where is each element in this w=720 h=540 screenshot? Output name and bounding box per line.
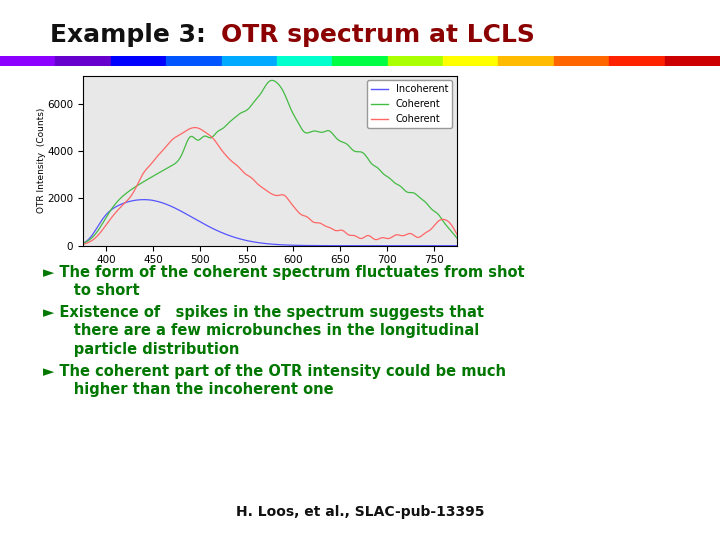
Text: ► Existence of   spikes in the spectrum suggests that: ► Existence of spikes in the spectrum su…	[43, 305, 484, 320]
Bar	[609, 56, 665, 66]
Bar	[665, 56, 720, 66]
Bar	[111, 56, 166, 66]
Bar	[55, 56, 111, 66]
Text: there are a few microbunches in the longitudinal: there are a few microbunches in the long…	[43, 323, 480, 339]
Text: to short: to short	[43, 283, 140, 298]
Bar	[222, 56, 277, 66]
Text: OTR spectrum at LCLS: OTR spectrum at LCLS	[221, 23, 535, 47]
Y-axis label: OTR Intensity  (Counts): OTR Intensity (Counts)	[37, 108, 45, 213]
Legend: Incoherent, Coherent, Coherent: Incoherent, Coherent, Coherent	[366, 80, 452, 128]
Text: higher than the incoherent one: higher than the incoherent one	[43, 382, 334, 397]
Bar	[166, 56, 222, 66]
Bar	[333, 56, 387, 66]
Text: Example 3:: Example 3:	[50, 23, 215, 47]
Text: ► The coherent part of the OTR intensity could be much: ► The coherent part of the OTR intensity…	[43, 364, 506, 379]
Bar	[0, 56, 55, 66]
Bar	[554, 56, 609, 66]
Bar	[443, 56, 498, 66]
Text: particle distribution: particle distribution	[43, 342, 240, 357]
Text: H. Loos, et al., SLAC-pub-13395: H. Loos, et al., SLAC-pub-13395	[235, 505, 485, 519]
Bar	[387, 56, 443, 66]
Bar	[498, 56, 554, 66]
Bar	[277, 56, 333, 66]
Text: ► The form of the coherent spectrum fluctuates from shot: ► The form of the coherent spectrum fluc…	[43, 265, 525, 280]
